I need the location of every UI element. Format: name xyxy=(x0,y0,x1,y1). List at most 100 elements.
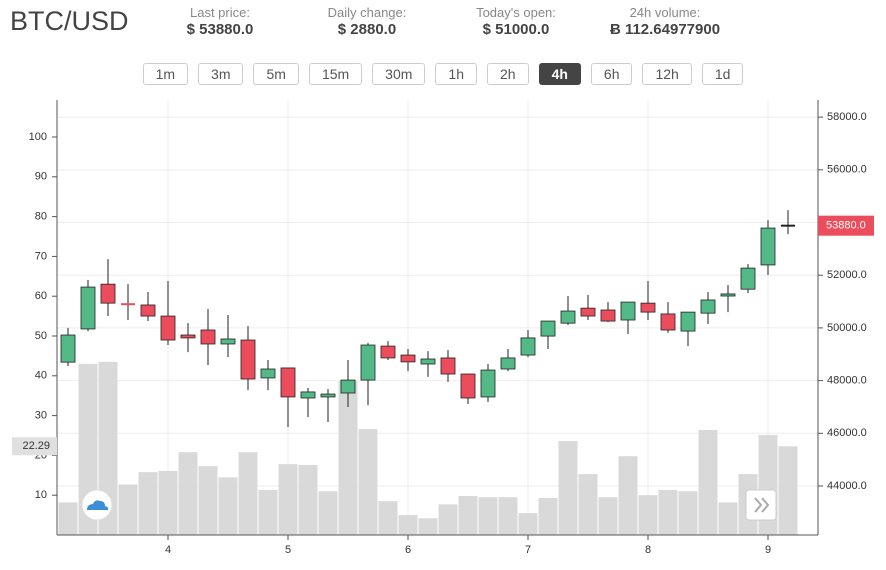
candle-body xyxy=(260,368,276,379)
volume-bar xyxy=(238,452,258,535)
stat-label: Today's open: xyxy=(476,5,556,20)
stat: 24h volume: Ƀ 112.64977900 xyxy=(585,5,745,38)
y2-tick-label: 58000.0 xyxy=(827,111,867,123)
volume-bar xyxy=(638,495,658,535)
x-tick-label: 4 xyxy=(165,544,171,556)
candle-body xyxy=(180,334,196,339)
y2-tick-label: 50000.0 xyxy=(827,322,867,334)
candle-body xyxy=(300,391,316,399)
volume-bar xyxy=(418,518,438,535)
interval-button[interactable]: 1d xyxy=(701,63,744,85)
candle-body xyxy=(140,304,156,317)
candle-body xyxy=(520,337,536,356)
interval-button[interactable]: 3m xyxy=(198,63,244,85)
y2-tick-label: 46000.0 xyxy=(827,427,867,439)
candle-body xyxy=(560,310,576,324)
candle-body xyxy=(220,338,236,345)
volume-bar xyxy=(218,477,238,535)
candle-body xyxy=(420,358,436,365)
candle-body xyxy=(60,334,76,363)
stat: Last price: $ 53880.0 xyxy=(140,5,300,38)
pair-title: BTC/USD xyxy=(10,6,129,36)
candle-body xyxy=(440,357,456,375)
candle-body xyxy=(280,367,296,398)
candle-body xyxy=(360,344,376,381)
candle-body xyxy=(760,227,776,266)
volume-bar xyxy=(358,429,378,535)
y-tick-label: 10 xyxy=(35,489,47,501)
y-tick-label: 40 xyxy=(35,370,47,382)
candle-body xyxy=(400,354,416,363)
stat-value: $ 53880.0 xyxy=(186,21,254,38)
scroll-button[interactable] xyxy=(745,489,777,521)
last-price-label: 53880.0 xyxy=(826,220,866,232)
stat: Daily change: $ 2880.0 xyxy=(287,5,447,38)
interval-button[interactable]: 5m xyxy=(253,63,299,85)
candle-body xyxy=(740,267,756,290)
y2-tick-label: 48000.0 xyxy=(827,375,867,387)
stat-value: Ƀ 112.64977900 xyxy=(609,21,721,38)
interval-button[interactable]: 1h xyxy=(435,63,477,85)
candle-body xyxy=(320,393,336,398)
interval-button[interactable]: 6h xyxy=(590,63,633,85)
y2-tick-label: 56000.0 xyxy=(827,164,867,176)
volume-bar xyxy=(118,484,138,535)
crosshair-tag xyxy=(12,437,57,456)
x-tick-label: 7 xyxy=(525,544,531,556)
candle-body xyxy=(380,345,396,359)
stat-label: Last price: xyxy=(190,5,250,20)
y-tick-label: 70 xyxy=(35,250,47,262)
y-tick-label: 100 xyxy=(29,131,47,143)
candle-body xyxy=(500,357,516,370)
volume-bar xyxy=(478,497,498,535)
candle-body xyxy=(80,286,96,330)
x-tick-label: 6 xyxy=(405,544,411,556)
candle-body xyxy=(600,309,616,322)
candle-body xyxy=(580,307,596,317)
volume-bar xyxy=(58,502,78,535)
volume-bar xyxy=(318,491,338,535)
volume-bar xyxy=(278,464,298,535)
stat-value: $ 2880.0 xyxy=(337,21,397,38)
x-tick-label: 9 xyxy=(765,544,771,556)
candle-body xyxy=(540,320,556,337)
candle-body xyxy=(240,339,256,380)
interval-button[interactable]: 30m xyxy=(372,63,426,85)
volume-bar xyxy=(198,466,218,535)
interval-button[interactable]: 4h xyxy=(538,63,581,85)
volume-bar xyxy=(558,441,578,535)
interval-button[interactable]: 1m xyxy=(142,63,189,85)
candle-body xyxy=(460,373,476,399)
volume-bar xyxy=(698,429,718,535)
y-tick-label: 90 xyxy=(35,171,47,183)
candle-body xyxy=(100,283,116,304)
candle-body xyxy=(700,299,716,314)
y2-tick-label: 52000.0 xyxy=(827,269,867,281)
interval-button[interactable]: 12h xyxy=(642,63,692,85)
volume-bar xyxy=(138,472,158,535)
stat-value: $ 51000.0 xyxy=(482,21,550,38)
x-tick-label: 8 xyxy=(645,544,651,556)
volume-bar xyxy=(618,456,638,535)
candle-body xyxy=(640,302,656,313)
logo-icon xyxy=(81,489,113,521)
volume-bar xyxy=(578,474,598,535)
volume-bar xyxy=(258,490,278,535)
volume-bar xyxy=(298,464,318,535)
y-tick-label: 60 xyxy=(35,290,47,302)
interval-button[interactable]: 15m xyxy=(308,63,363,85)
volume-bar xyxy=(518,513,538,535)
volume-bar xyxy=(338,380,358,535)
volume-bar xyxy=(378,501,398,535)
volume-bar xyxy=(778,446,798,535)
candle-body xyxy=(680,311,696,332)
stat-label: Daily change: xyxy=(327,5,407,20)
volume-bar xyxy=(658,490,678,535)
volume-bar xyxy=(718,502,738,535)
candle-body xyxy=(200,329,216,345)
volume-bar xyxy=(538,497,558,535)
candle-body xyxy=(480,369,496,398)
y-tick-label: 50 xyxy=(35,330,47,342)
interval-button[interactable]: 2h xyxy=(486,63,529,85)
